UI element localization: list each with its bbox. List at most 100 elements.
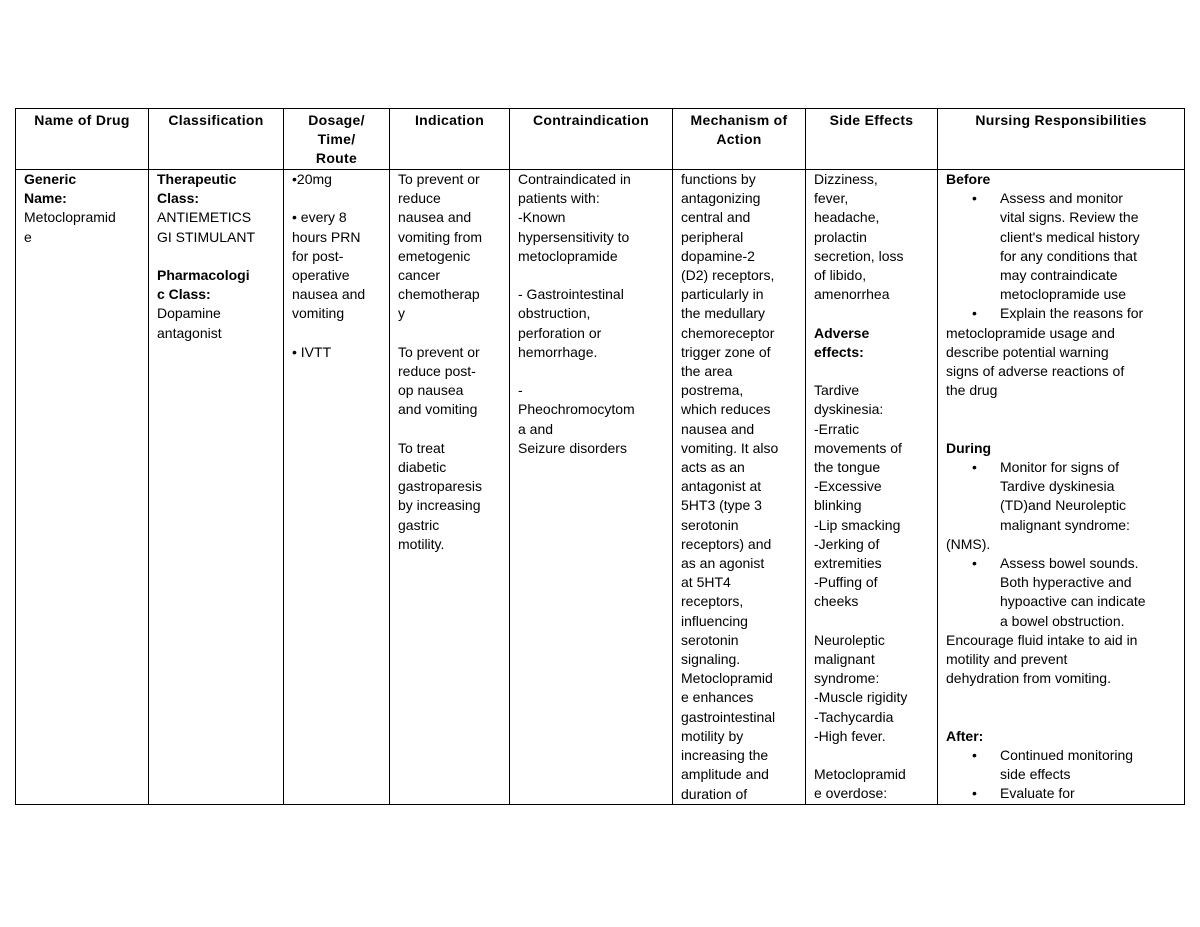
text-line: motility by (681, 727, 801, 746)
text-line: gastroparesis (398, 477, 505, 496)
text-line: ANTIEMETICS (157, 208, 279, 227)
text-line-content: Assess and monitor (1000, 190, 1123, 207)
text-line: 5HT3 (type 3 (681, 496, 801, 515)
text-line-content: • every 8 (292, 209, 347, 226)
text-line: Tardive dyskinesia (946, 477, 1180, 496)
drug-study-table: Name of Drug Classification Dosage/ Time… (15, 108, 1185, 805)
text-line-content: -Muscle rigidity (814, 689, 908, 706)
text-line: serotonin (681, 631, 801, 650)
text-line: prolactin (814, 228, 933, 247)
text-line: nausea and (398, 208, 505, 227)
text-line-content: dyskinesia: (814, 401, 884, 418)
text-line-content: chemoreceptor (681, 324, 775, 341)
text-line: - Gastrointestinal (518, 285, 668, 304)
text-line: metoclopramide (518, 247, 668, 266)
text-line-content: Name: (24, 190, 67, 207)
text-line: amenorrhea (814, 285, 933, 304)
text-line: Generic (24, 170, 144, 189)
text-line-content: op nausea (398, 382, 464, 399)
text-line-content: amenorrhea (814, 286, 890, 303)
text-line-content: (D2) receptors, (681, 267, 775, 284)
text-line-content: Neuroleptic (814, 631, 885, 648)
text-line-content: After: (946, 727, 984, 744)
text-line-content: serotonin (681, 516, 739, 533)
text-line-content: operative (292, 267, 350, 283)
text-line (946, 688, 1180, 707)
text-line: movements of (814, 439, 933, 458)
text-line-content: -Excessive (814, 478, 882, 495)
text-line: During (946, 439, 1180, 458)
text-line: obstruction, (518, 304, 668, 323)
text-line: To prevent or (398, 343, 505, 362)
text-line: dehydration from vomiting. (946, 669, 1180, 688)
text-line-content: Both hyperactive and (1000, 574, 1132, 591)
text-line-content: dopamine-2 (681, 247, 755, 264)
text-line: -Puffing of (814, 573, 933, 592)
text-line: receptors, (681, 592, 801, 611)
text-line-content: antagonizing (681, 190, 761, 207)
text-line: duration of (681, 785, 801, 804)
text-line: dopamine-2 (681, 247, 801, 266)
text-line: central and (681, 208, 801, 227)
text-line-content: central and (681, 209, 751, 226)
bullet-icon: • (972, 305, 977, 322)
drug-row: Generic Name: Metoclopramid e Therapeutic Cl… (15, 169, 1185, 805)
text-line-content: particularly in (681, 286, 764, 303)
text-line-content: Encourage fluid intake to aid in (946, 631, 1138, 648)
text-line-content: Contraindicated in (518, 171, 631, 187)
text-line-content: - Gastrointestinal (518, 286, 624, 303)
text-line: - (518, 381, 668, 400)
text-line-content: motility by (681, 727, 744, 744)
text-line (518, 362, 668, 381)
text-line (946, 708, 1180, 727)
text-line (814, 746, 933, 765)
text-line-content: nausea and (398, 209, 472, 226)
text-line: Adverse (814, 324, 933, 343)
text-line-content: the tongue (814, 459, 881, 476)
text-line: After: (946, 727, 1180, 746)
text-line: reduce (398, 189, 505, 208)
text-line: To treat (398, 439, 505, 458)
text-line: Neuroleptic (814, 631, 933, 650)
cell-name-of-drug: Generic Name: Metoclopramid e (15, 169, 149, 805)
text-line-content: Dopamine (157, 305, 221, 322)
text-line: Pharmacologi (157, 266, 279, 285)
text-line-content: Tardive (814, 382, 860, 399)
text-line-content: Generic (24, 171, 77, 187)
text-line: nausea and (292, 285, 385, 304)
text-line-content: acts as an (681, 459, 745, 476)
text-line-content: trigger zone of (681, 343, 771, 360)
text-line: Dopamine (157, 304, 279, 323)
text-line-content: duration of (681, 785, 748, 802)
text-line: vital signs. Review the (946, 208, 1180, 227)
bullet-icon: • (972, 747, 977, 764)
text-line: Encourage fluid intake to aid in (946, 631, 1180, 650)
text-line-content: secretion, loss (814, 247, 904, 264)
text-line-content: serotonin (681, 631, 739, 648)
text-line-content: e enhances (681, 689, 754, 706)
text-line: antagonizing (681, 189, 801, 208)
text-line-content: - (518, 382, 523, 399)
text-line-content: metoclopramide use (1000, 286, 1127, 303)
text-line: reduce post- (398, 362, 505, 381)
text-line-content: patients with: (518, 190, 600, 207)
text-line-content: Pheochromocytom (518, 401, 635, 418)
text-line: diabetic (398, 458, 505, 477)
text-line: functions by (681, 170, 801, 189)
text-line: hemorrhage. (518, 343, 668, 362)
text-line-content: gastroparesis (398, 478, 483, 495)
text-line: the area (681, 362, 801, 381)
text-line-content: -High fever. (814, 727, 886, 744)
text-line-content: fever, (814, 190, 849, 207)
text-line: secretion, loss (814, 247, 933, 266)
text-line: • IVTT (292, 343, 385, 362)
text-line: side effects (946, 765, 1180, 784)
text-line-content: (NMS). (946, 535, 991, 552)
text-line: Dizziness, (814, 170, 933, 189)
text-line-content: vomiting (292, 305, 345, 322)
text-line: vomiting. It also (681, 439, 801, 458)
text-line: Both hyperactive and (946, 573, 1180, 592)
text-line: serotonin (681, 516, 801, 535)
bullet-icon: • (972, 785, 977, 802)
text-line: y (398, 304, 505, 323)
